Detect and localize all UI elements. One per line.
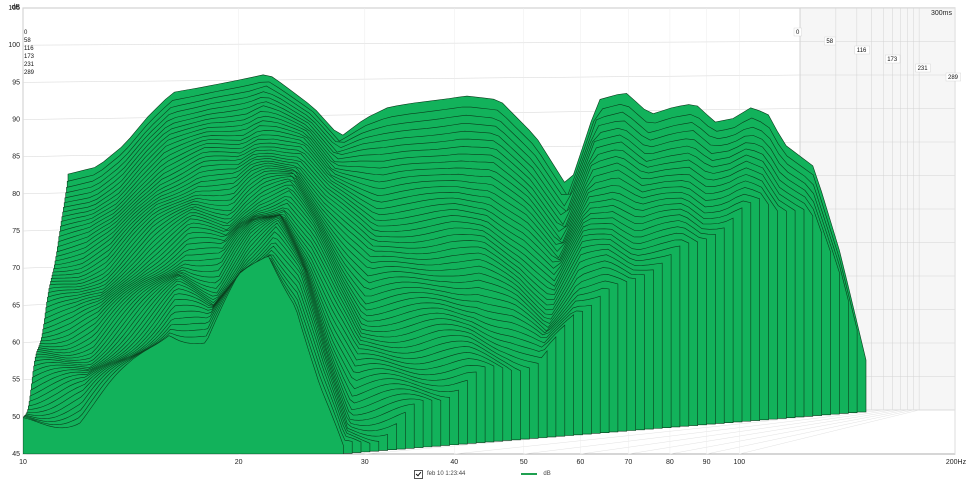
- y-tick-label: 55: [12, 377, 20, 384]
- time-label-left: 0: [24, 30, 28, 36]
- series-checkbox[interactable]: [414, 469, 423, 479]
- y-tick-label: 65: [12, 302, 20, 309]
- legend-series-label: feb 10 1:23:44: [427, 471, 466, 477]
- y-tick-label: 85: [12, 154, 20, 161]
- waterfall-slices: [23, 74, 867, 454]
- time-label-box: [793, 27, 802, 37]
- time-label-diag: 231: [915, 63, 931, 73]
- x-end-label: 200Hz: [946, 459, 967, 466]
- legend-line-swatch: [521, 473, 538, 475]
- x-tick-label: 40: [450, 459, 458, 466]
- x-tick-label: 20: [235, 459, 243, 466]
- time-label-left: 116: [24, 46, 34, 52]
- y-tick-label: 70: [12, 265, 20, 272]
- time-label-left-text: 173: [24, 54, 35, 60]
- time-label-text: 58: [826, 39, 833, 45]
- time-label-diag: 289: [945, 72, 962, 82]
- axes: 50 55 60 65 70 75 80 85 90 95 100 105 45 dB 10 20 30 40 50…: [8, 4, 966, 466]
- time-label-left: 231: [24, 62, 35, 68]
- grid-line-floor: [669, 409, 908, 455]
- time-label-diag: 173: [885, 54, 901, 64]
- time-label-diag: 0: [793, 27, 802, 37]
- time-label-left-text: 289: [24, 70, 35, 76]
- time-label-text: 0: [796, 30, 800, 36]
- time-label-left-text: 116: [24, 46, 34, 52]
- x-tick-label: 90: [703, 459, 711, 466]
- grid-line-floor: [523, 409, 884, 455]
- time-label-text: 173: [887, 57, 898, 63]
- y-tick-label: 105: [8, 5, 20, 12]
- legend: feb 10 1:23:44 dB: [414, 468, 551, 480]
- grid-line-h: [22, 41, 801, 46]
- time-label-diag: 58: [824, 36, 836, 46]
- time-label-box: [885, 54, 901, 64]
- time-label-box: [854, 45, 870, 55]
- time-label-box: [824, 36, 836, 46]
- time-label-diag: 116: [854, 45, 870, 55]
- x-tick-label: 60: [577, 459, 585, 466]
- time-label-left: 58: [24, 38, 31, 44]
- x-tick-label: 80: [666, 459, 674, 466]
- legend-unit-label: dB: [543, 471, 551, 477]
- x-tick-label: 50: [520, 459, 528, 466]
- y-unit-label: dB: [11, 4, 20, 11]
- time-label-left-text: 58: [24, 38, 31, 44]
- time-label-text: 289: [948, 75, 959, 81]
- grid-line-floor: [628, 409, 901, 455]
- grid-line-floor: [580, 409, 893, 455]
- y-tick-label: 95: [12, 79, 20, 86]
- y-tick-label: 75: [12, 228, 20, 235]
- time-label-box: [945, 72, 962, 82]
- time-end-label: 300ms: [931, 10, 953, 17]
- grid-line-floor: [706, 409, 914, 455]
- y-tick-label: 100: [8, 42, 20, 49]
- grid-line-floor: [739, 409, 920, 455]
- time-label-left-text: 231: [24, 62, 35, 68]
- time-label-text: 116: [857, 48, 867, 54]
- x-tick-label: 10: [19, 459, 27, 466]
- x-tick-label: 30: [361, 459, 369, 466]
- y-tick-label: 45: [12, 451, 20, 458]
- y-tick-label: 90: [12, 117, 20, 124]
- time-label-left-text: 0: [24, 30, 28, 36]
- time-label-left: 173: [24, 54, 35, 60]
- x-tick-label: 100: [734, 459, 746, 466]
- y-tick-label: 50: [12, 414, 20, 421]
- grid-line-h: [22, 74, 801, 83]
- y-tick-label: 80: [12, 191, 20, 198]
- time-label-text: 231: [918, 66, 929, 72]
- x-tick-label: 70: [624, 459, 632, 466]
- waterfall-slice: [23, 256, 344, 454]
- time-label-box: [915, 63, 931, 73]
- time-label-left: 289: [24, 70, 35, 76]
- y-tick-label: 60: [12, 340, 20, 347]
